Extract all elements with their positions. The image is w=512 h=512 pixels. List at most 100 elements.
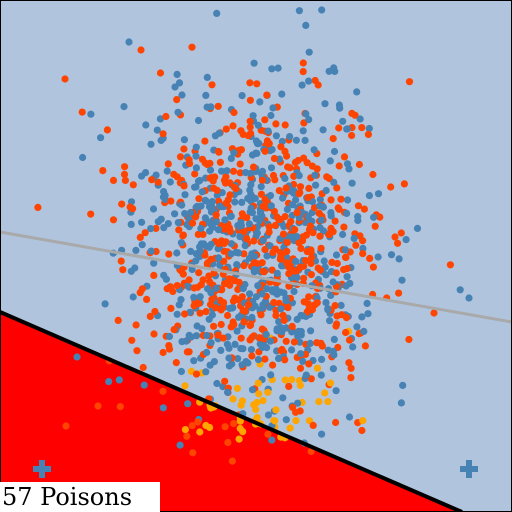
scatter-point-red <box>156 69 165 77</box>
poison-count-label: 57 Poisons <box>0 482 160 512</box>
scatter-point-blue <box>105 378 113 386</box>
scatter-point-red <box>265 228 273 236</box>
scatter-point-red <box>180 182 188 190</box>
scatter-point-blue <box>281 174 289 182</box>
scatter-point-red <box>283 238 291 247</box>
scatter-point-blue <box>282 297 290 305</box>
scatter-point-blue <box>178 201 186 209</box>
scatter-point-red <box>261 195 269 204</box>
scatter-point-red <box>305 305 313 313</box>
scatter-point-red <box>109 176 118 184</box>
scatter-point-blue <box>231 198 239 206</box>
scatter-point-poison <box>313 364 322 372</box>
scatter-point-blue <box>268 146 276 154</box>
scatter-point-blue <box>238 198 246 206</box>
scatter-point-red <box>253 80 261 88</box>
scatter-point-red <box>216 158 224 166</box>
scatter-point-red <box>198 155 206 163</box>
scatter-point-blue <box>263 344 271 352</box>
scatter-point-blue <box>359 244 367 252</box>
scatter-point-blue <box>268 65 276 73</box>
scatter-point-red <box>121 176 129 184</box>
scatter-point-blue <box>268 436 276 444</box>
scatter-point-poison <box>181 382 189 390</box>
scatter-point-blue <box>201 196 209 204</box>
scatter-point-red <box>261 246 269 254</box>
scatter-point-red <box>237 334 245 342</box>
scatter-point-red <box>246 123 254 131</box>
scatter-point-red <box>78 108 86 116</box>
scatter-point-red <box>297 244 305 252</box>
scatter-point-red <box>62 422 70 430</box>
scatter-point-red <box>347 374 355 382</box>
scatter-point-red <box>243 235 251 243</box>
scatter-point-blue <box>339 117 347 125</box>
scatter-point-blue <box>307 327 315 335</box>
scatter-point-red <box>361 342 369 350</box>
scatter-point-red <box>172 359 180 367</box>
scatter-point-red <box>189 449 197 457</box>
scatter-point-red <box>246 79 254 87</box>
scatter-point-red <box>395 289 403 297</box>
scatter-point-blue <box>190 357 198 365</box>
scatter-point-poison <box>181 426 189 434</box>
scatter-point-blue <box>252 137 260 145</box>
scatter-point-blue <box>343 209 351 217</box>
scatter-point-blue <box>192 152 200 160</box>
scatter-point-blue <box>322 299 330 307</box>
scatter-point-blue <box>292 136 300 144</box>
scatter-point-red <box>170 326 178 334</box>
scatter-point-blue <box>223 167 231 175</box>
scatter-point-red <box>307 246 315 254</box>
scatter-point-red <box>118 200 126 208</box>
scatter-point-blue <box>238 361 246 369</box>
scatter-point-red <box>173 282 181 290</box>
scatter-point-red <box>299 59 307 67</box>
scatter-point-blue <box>336 104 344 112</box>
scatter-point-red <box>203 160 211 168</box>
scatter-point-red <box>287 218 295 226</box>
scatter-point-red <box>342 328 350 337</box>
scatter-point-blue <box>162 275 170 283</box>
scatter-point-red <box>335 205 343 213</box>
scatter-point-blue <box>149 205 158 213</box>
scatter-point-red <box>224 438 232 447</box>
scatter-point-poison <box>196 428 204 436</box>
scatter-point-blue <box>402 236 410 244</box>
scatter-point-blue <box>161 195 169 203</box>
scatter-point-blue <box>322 271 330 279</box>
scatter-point-red <box>150 271 158 279</box>
scatter-point-red <box>164 284 172 293</box>
scatter-point-red <box>307 259 315 268</box>
scatter-point-blue <box>259 237 267 245</box>
scatter-point-blue <box>248 313 256 321</box>
scatter-point-poison <box>324 398 332 406</box>
scatter-point-poison <box>271 417 279 425</box>
scatter-point-red <box>190 284 198 292</box>
scatter-point-red <box>146 312 154 320</box>
scatter-point-red <box>333 320 341 328</box>
scatter-point-red <box>241 307 249 315</box>
scatter-point-blue <box>228 304 237 312</box>
scatter-point-red <box>239 130 247 139</box>
scatter-point-red <box>219 334 227 342</box>
scatter-point-blue <box>191 183 199 191</box>
scatter-point-blue <box>302 371 310 379</box>
scatter-point-red <box>263 91 271 99</box>
scatter-point-blue <box>312 181 320 189</box>
scatter-point-red <box>275 215 283 224</box>
scatter-point-blue <box>255 217 264 225</box>
scatter-point-red <box>317 244 325 252</box>
scatter-point-red <box>150 330 158 338</box>
scatter-point-blue <box>290 189 298 197</box>
scatter-point-poison <box>239 428 247 436</box>
scatter-point-red <box>281 147 289 155</box>
scatter-point-blue <box>194 116 203 125</box>
scatter-point-blue <box>176 441 184 449</box>
scatter-point-blue <box>115 376 123 384</box>
scatter-point-red <box>283 247 291 255</box>
scatter-point-blue <box>353 88 361 96</box>
scatter-point-blue <box>358 313 366 321</box>
scatter-point-blue <box>387 251 396 259</box>
scatter-point-red <box>133 347 141 355</box>
